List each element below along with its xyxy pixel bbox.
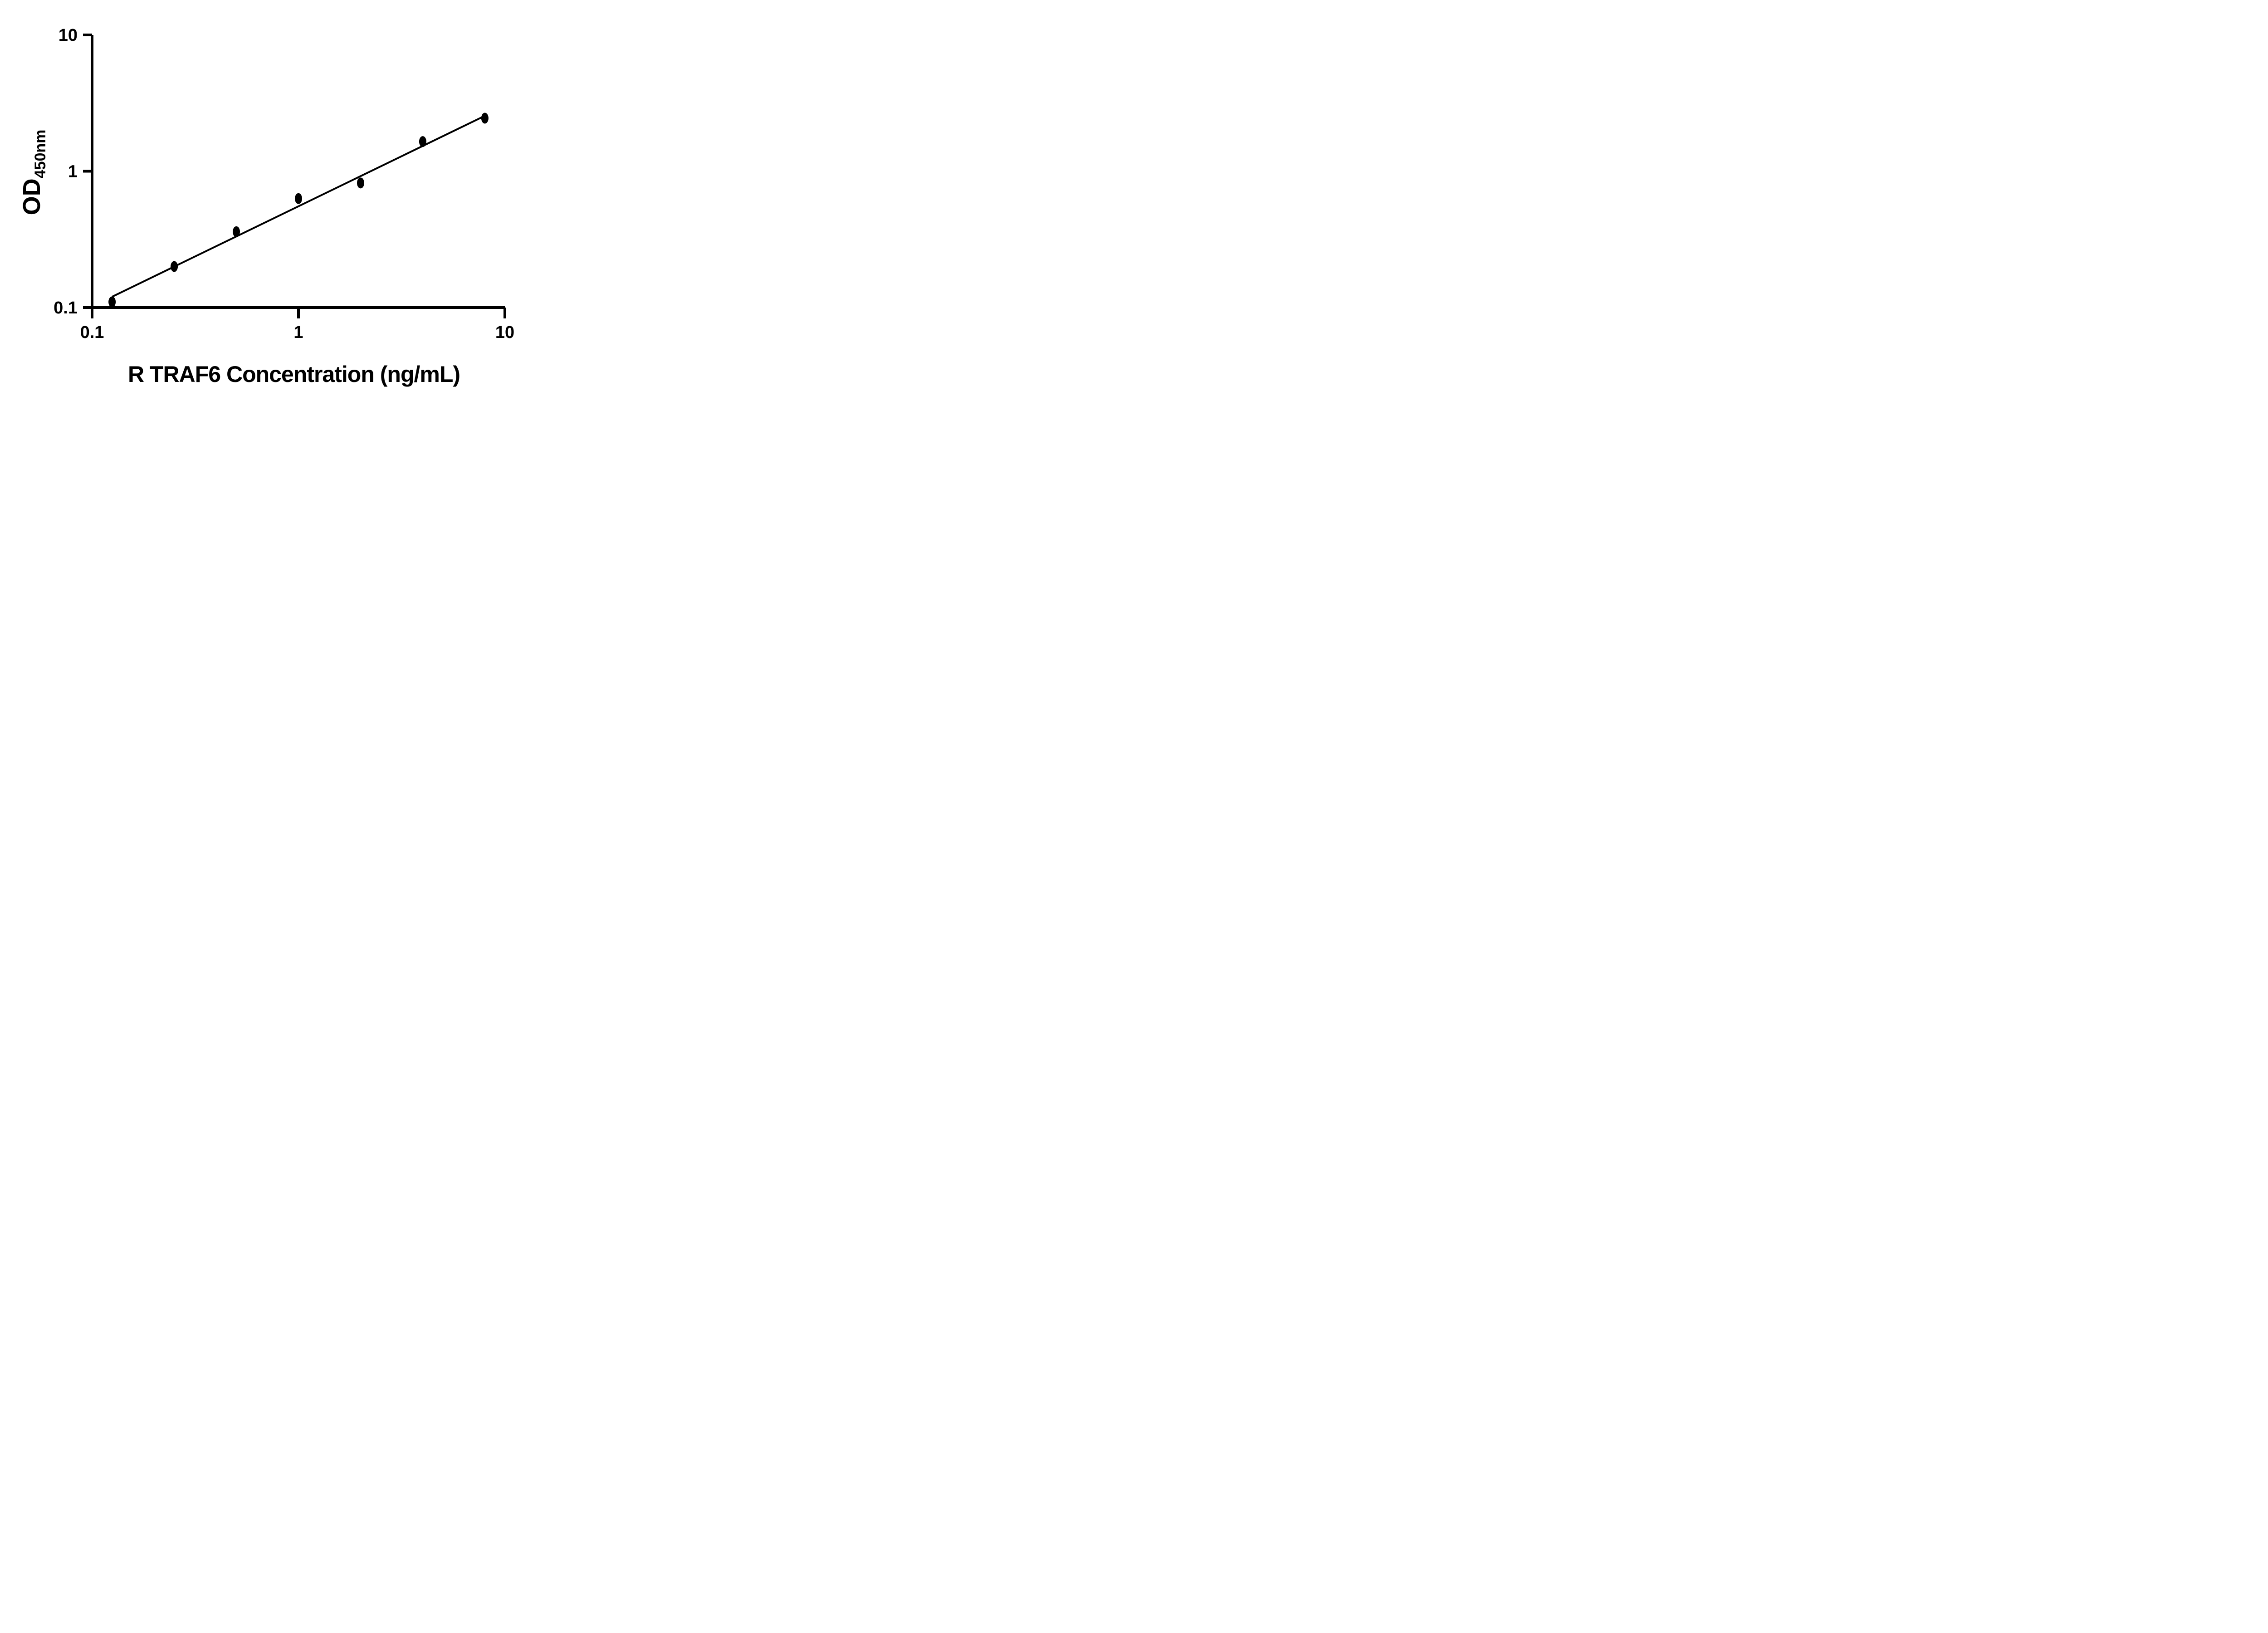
- axis-tick-labels: 0.1 1 10 0.1 1 10: [54, 26, 514, 342]
- y-axis-title-main: OD: [18, 178, 45, 215]
- data-points-group: [108, 112, 489, 308]
- axis-ticks: [83, 34, 506, 318]
- y-axis-title-sub: 450nm: [32, 130, 49, 179]
- x-tick-label: 1: [293, 323, 303, 342]
- y-tick-label: 10: [59, 26, 78, 45]
- axes: [83, 35, 505, 309]
- trend-line-group: [112, 115, 485, 298]
- data-point: [233, 226, 240, 237]
- data-point: [419, 136, 426, 147]
- data-point: [481, 112, 489, 124]
- x-tick-label: 10: [495, 323, 514, 342]
- data-point: [357, 177, 364, 189]
- data-point: [171, 261, 178, 272]
- trend-line: [112, 115, 485, 298]
- y-tick-label: 1: [68, 162, 78, 181]
- x-tick-label: 0.1: [80, 323, 104, 342]
- data-point: [295, 193, 302, 204]
- data-point: [108, 296, 116, 308]
- y-axis-title: OD450nm: [18, 130, 49, 215]
- plot-canvas: 0.1 1 10 0.1 1 10 R TRAF6 Concentration (ng/m…: [18, 26, 514, 387]
- elisa-standard-curve-figure: 0.1 1 10 0.1 1 10 R TRAF6 Concentration (ng/m…: [0, 0, 571, 408]
- y-tick-label: 0.1: [54, 298, 78, 318]
- x-axis-title: R TRAF6 Concentration (ng/mL): [128, 362, 460, 387]
